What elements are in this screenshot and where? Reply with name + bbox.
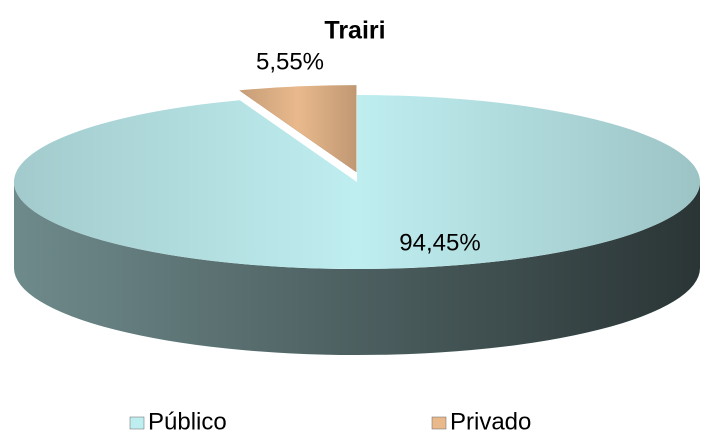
slice-shade [239, 85, 357, 173]
legend-label: Privado [450, 408, 531, 434]
slice-side-shade [14, 182, 700, 355]
data-label: 94,45% [399, 229, 480, 256]
chart-title: Trairi [324, 17, 385, 45]
legend-label: Público [148, 408, 227, 434]
legend-swatch [129, 416, 145, 430]
data-label: 5,55% [256, 48, 324, 75]
slice-shade [13, 95, 701, 269]
legend-swatch [431, 416, 447, 430]
